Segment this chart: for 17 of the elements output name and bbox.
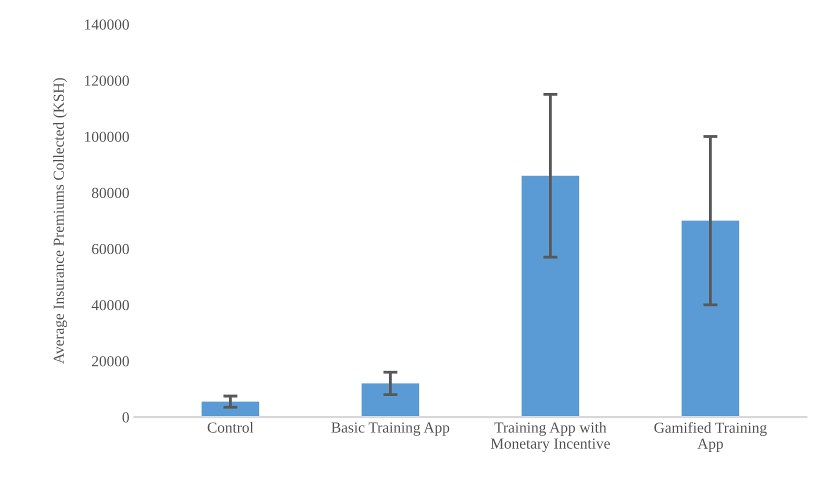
x-tick-label: Control [208,422,254,433]
y-tick-label: 140000 [85,19,129,30]
bar [522,176,580,418]
y-tick-label: 40000 [92,300,129,310]
x-tick-label: Basic Training App [331,422,450,436]
y-tick-label: 0 [122,412,129,423]
y-axis-title: Average Insurance Premiums Collected (KSH) [53,78,68,364]
bar [362,383,420,418]
x-tick-label: Gamified Training App [654,422,767,452]
y-tick-label: 120000 [85,76,129,86]
y-tick-label: 100000 [85,132,129,142]
x-tick-label: Training App with Monetary Incentive [490,422,610,452]
y-tick-label: 60000 [92,244,129,254]
y-tick-label: 20000 [92,356,129,366]
bar [682,220,740,418]
y-tick-label: 80000 [92,188,129,198]
bar [202,402,260,418]
